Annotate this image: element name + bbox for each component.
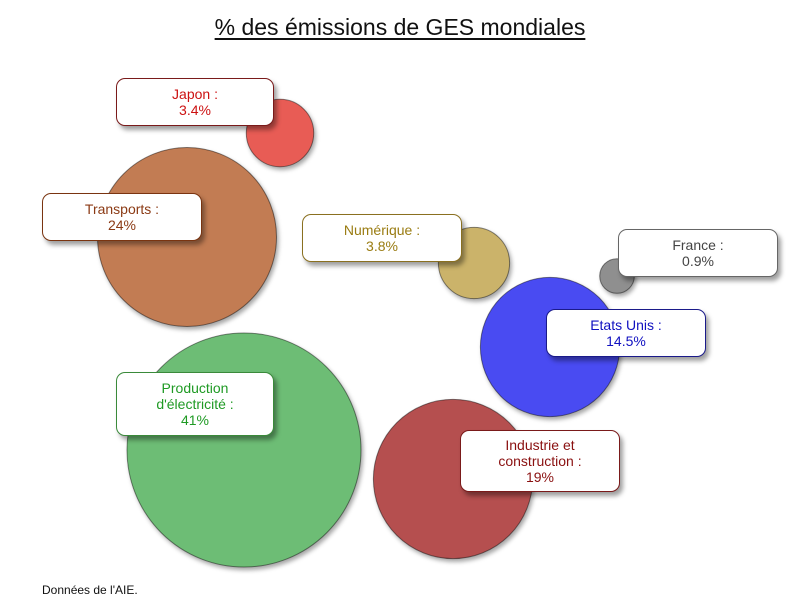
callout-industrie-construction: Industrie et construction :19% <box>460 430 620 492</box>
callout-production-electricite: Production d'électricité :41% <box>116 372 274 436</box>
callout-japon: Japon :3.4% <box>116 78 274 126</box>
callout-value: 24% <box>107 217 137 233</box>
callout-label: Production d'électricité : <box>156 380 234 412</box>
callout-value: 14.5% <box>606 333 646 349</box>
callout-value: 19% <box>525 469 555 485</box>
chart-title: % des émissions de GES mondiales <box>214 14 586 40</box>
callout-value: 0.9% <box>682 253 714 269</box>
callout-etats-unis: Etats Unis :14.5% <box>546 309 706 357</box>
callout-value: 41% <box>180 412 210 428</box>
callout-label: Japon : <box>172 86 218 102</box>
callout-value: 3.4% <box>179 102 211 118</box>
callout-label: Etats Unis : <box>590 317 662 333</box>
callout-label: Numérique : <box>343 222 421 238</box>
callout-value: 3.8% <box>366 238 398 254</box>
source-note: Données de l'AIE. <box>42 583 138 597</box>
callout-transports: Transports :24% <box>42 193 202 241</box>
callout-label: France : <box>672 237 724 253</box>
callout-numerique: Numérique :3.8% <box>302 214 462 262</box>
callout-label: Industrie et construction : <box>498 437 582 469</box>
callout-label: Transports : <box>84 201 160 217</box>
callout-france: France :0.9% <box>618 229 778 277</box>
